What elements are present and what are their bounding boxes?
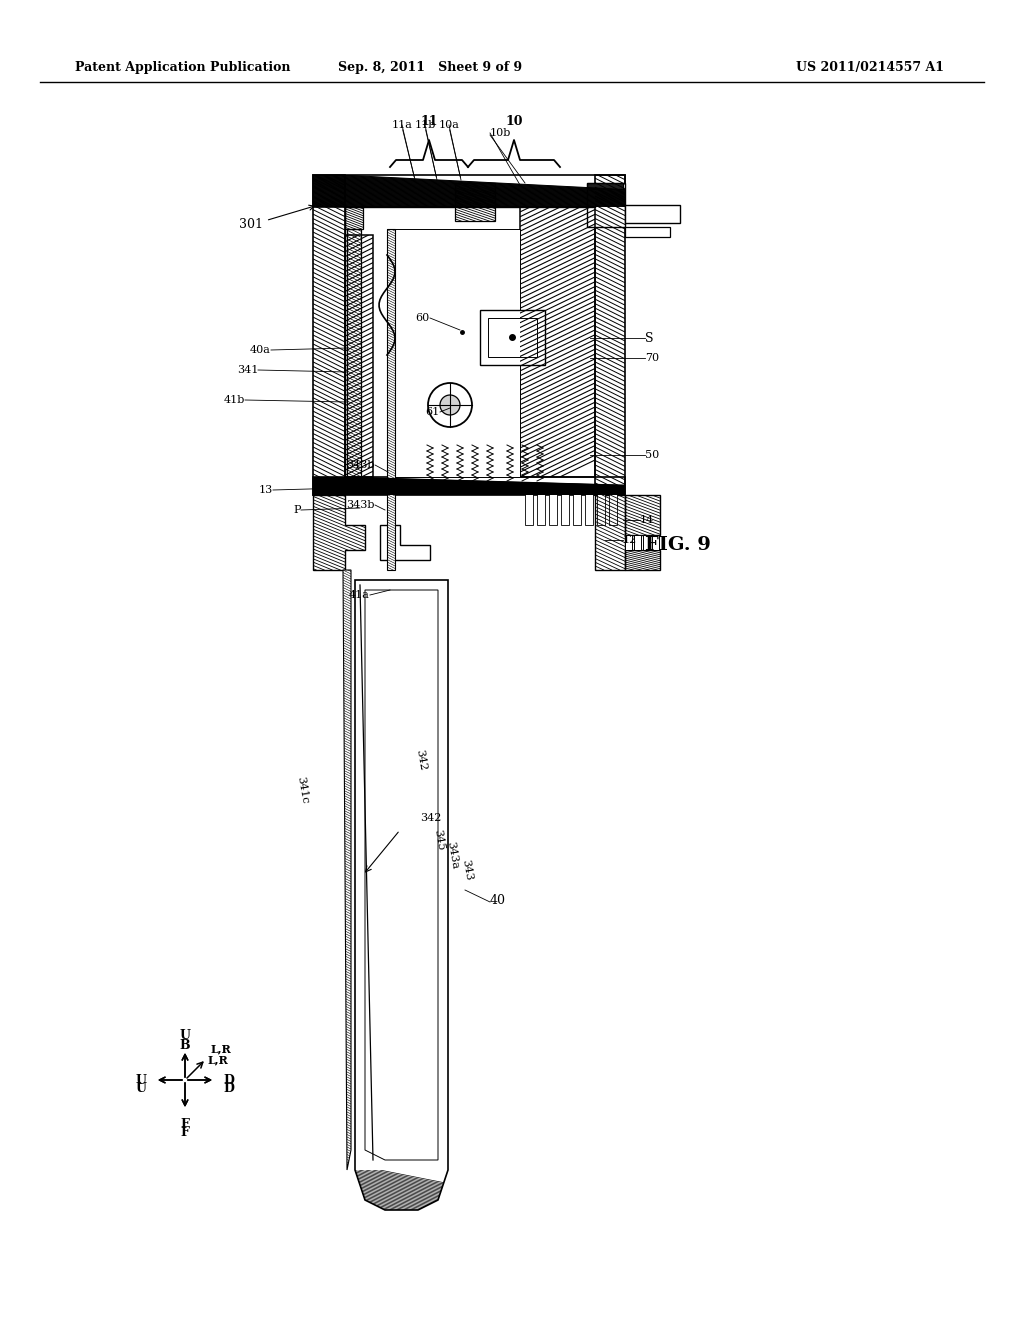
Polygon shape [387, 228, 520, 477]
Text: 11b: 11b [415, 120, 435, 129]
Text: U: U [179, 1030, 190, 1041]
Text: U: U [136, 1081, 147, 1094]
Polygon shape [480, 310, 545, 366]
Text: 70: 70 [645, 352, 659, 363]
Text: 343a: 343a [445, 841, 460, 870]
Text: 40a: 40a [250, 345, 271, 355]
Text: 50: 50 [645, 450, 659, 459]
Text: 342: 342 [414, 748, 428, 771]
Text: 12: 12 [623, 535, 637, 545]
Text: L,R: L,R [208, 1053, 228, 1065]
Text: US 2011/0214557 A1: US 2011/0214557 A1 [796, 62, 944, 74]
Polygon shape [488, 318, 537, 356]
Text: S: S [645, 331, 653, 345]
Text: B: B [179, 1039, 190, 1052]
Text: 41a: 41a [349, 590, 370, 601]
Text: 10: 10 [505, 115, 522, 128]
Polygon shape [387, 228, 395, 570]
Text: 343b: 343b [346, 500, 375, 510]
Polygon shape [573, 484, 581, 525]
Text: 301: 301 [239, 205, 314, 231]
Polygon shape [587, 183, 625, 227]
Text: 61: 61 [426, 407, 440, 417]
Text: 342: 342 [420, 813, 441, 822]
Text: FIG. 9: FIG. 9 [645, 536, 711, 554]
Text: D: D [223, 1081, 233, 1094]
Text: 11: 11 [420, 115, 437, 128]
Text: P: P [294, 506, 301, 515]
Text: 341: 341 [237, 366, 258, 375]
Polygon shape [537, 484, 545, 525]
Circle shape [428, 383, 472, 426]
Text: F: F [180, 1118, 189, 1131]
Text: 11a: 11a [391, 120, 413, 129]
Polygon shape [355, 579, 449, 1210]
Polygon shape [625, 205, 680, 223]
Polygon shape [365, 590, 438, 1160]
Text: U: U [136, 1073, 147, 1086]
Polygon shape [652, 535, 659, 550]
Text: 41b: 41b [223, 395, 245, 405]
Text: Sep. 8, 2011   Sheet 9 of 9: Sep. 8, 2011 Sheet 9 of 9 [338, 62, 522, 74]
Text: 10a: 10a [438, 120, 460, 129]
Text: 341c: 341c [295, 776, 310, 804]
Polygon shape [643, 535, 650, 550]
Polygon shape [525, 484, 534, 525]
Polygon shape [634, 535, 641, 550]
Polygon shape [561, 484, 569, 525]
Text: 40: 40 [490, 894, 506, 907]
Circle shape [440, 395, 460, 414]
Polygon shape [597, 484, 605, 525]
Text: L,R: L,R [211, 1043, 231, 1053]
Text: 343b: 343b [346, 459, 375, 470]
Text: 14: 14 [640, 515, 654, 525]
Polygon shape [585, 484, 593, 525]
Text: 10b: 10b [490, 128, 511, 139]
Polygon shape [549, 484, 557, 525]
Text: F: F [180, 1126, 189, 1139]
Text: D: D [223, 1073, 233, 1086]
Polygon shape [380, 525, 430, 560]
Text: Patent Application Publication: Patent Application Publication [75, 62, 291, 74]
Polygon shape [343, 570, 351, 1170]
Text: 13: 13 [259, 484, 273, 495]
Text: 343: 343 [460, 858, 473, 882]
Text: 60: 60 [416, 313, 430, 323]
Polygon shape [625, 227, 670, 238]
Text: 345: 345 [432, 829, 445, 851]
Polygon shape [609, 484, 617, 525]
Polygon shape [625, 535, 632, 550]
